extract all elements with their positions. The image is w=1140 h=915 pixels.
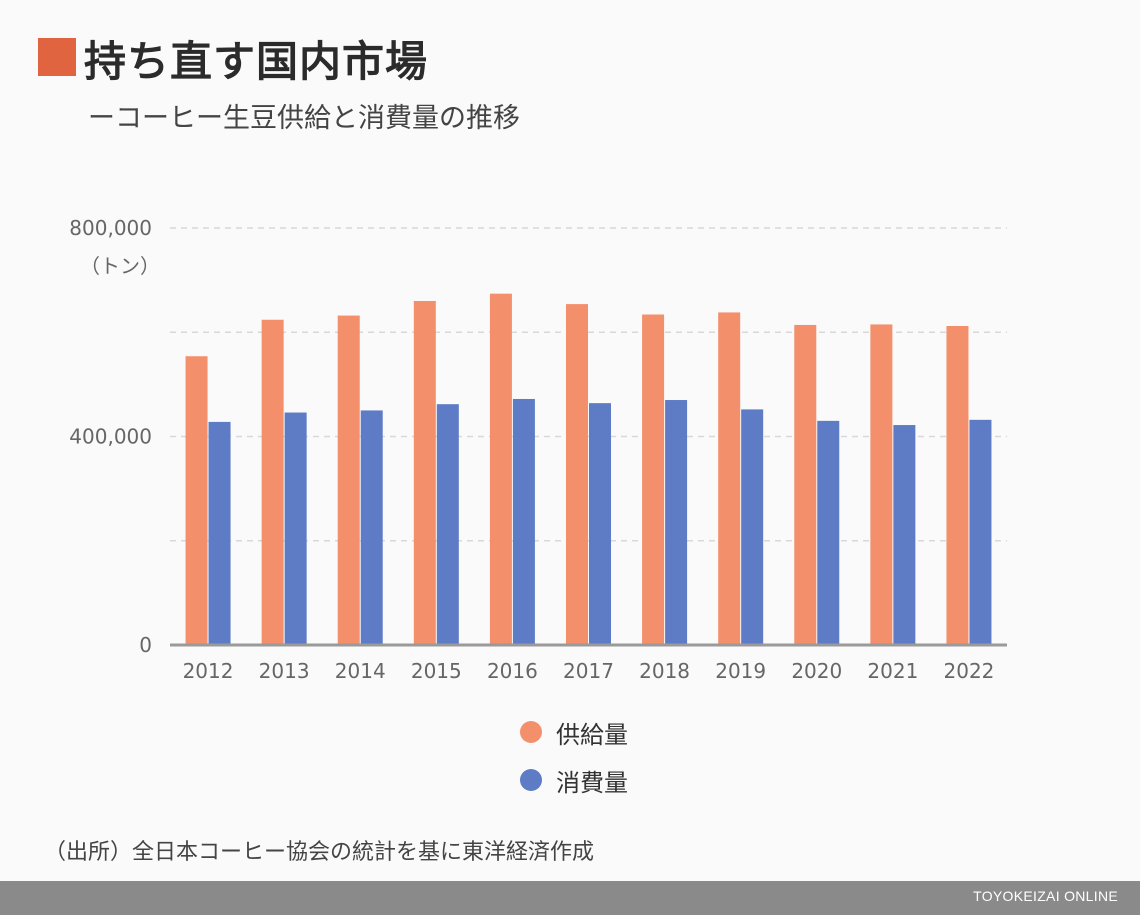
bar-consumption xyxy=(436,404,459,645)
y-tick-label: 400,000 xyxy=(69,425,152,449)
bar-supply xyxy=(870,324,893,645)
x-tick-label: 2012 xyxy=(183,659,234,683)
footer-brand: TOYOKEIZAI ONLINE xyxy=(973,888,1118,904)
bar-consumption xyxy=(969,419,992,645)
bar-consumption xyxy=(665,400,688,645)
x-tick-label: 2016 xyxy=(487,659,538,683)
y-tick-label: 800,000 xyxy=(69,216,152,240)
bar-consumption xyxy=(284,412,307,645)
x-tick-label: 2019 xyxy=(715,659,766,683)
bar-supply xyxy=(413,300,436,645)
bar-supply xyxy=(794,324,817,645)
chart-legend: 供給量 消費量 xyxy=(520,714,628,810)
legend-swatch-supply xyxy=(520,721,542,743)
bar-supply xyxy=(489,293,512,645)
bar-supply xyxy=(566,304,588,645)
bar-supply xyxy=(642,314,665,645)
bar-supply xyxy=(718,312,741,645)
bar-consumption xyxy=(817,420,840,645)
legend-item-supply: 供給量 xyxy=(520,714,628,750)
x-tick-label: 2013 xyxy=(259,659,310,683)
title-marker xyxy=(38,38,76,76)
bar-consumption xyxy=(512,398,535,645)
y-tick-label: 0 xyxy=(139,633,152,657)
bar-consumption xyxy=(741,409,764,645)
chart-subtitle: ーコーヒー生豆供給と消費量の推移 xyxy=(88,103,520,134)
x-tick-label: 2015 xyxy=(411,659,462,683)
y-axis-unit-label: （トン） xyxy=(80,254,160,278)
legend-swatch-consumption xyxy=(520,769,542,791)
bar-consumption xyxy=(893,425,916,645)
x-tick-label: 2014 xyxy=(335,659,386,683)
footer-bar: TOYOKEIZAI ONLINE xyxy=(0,881,1140,915)
bar-supply xyxy=(337,315,360,645)
x-tick-label: 2021 xyxy=(867,659,918,683)
x-tick-label: 2018 xyxy=(639,659,690,683)
bar-consumption xyxy=(589,403,611,645)
bar-supply xyxy=(946,325,969,645)
legend-label-consumption: 消費量 xyxy=(556,768,628,797)
bar-supply xyxy=(185,356,208,645)
x-tick-label: 2017 xyxy=(563,659,614,683)
bar-consumption xyxy=(208,421,231,645)
bar-chart: 0 400,000 800,000 2012 2013 2014 2015 2016 2017 2… xyxy=(69,216,1007,683)
x-tick-label: 2020 xyxy=(791,659,842,683)
x-tick-label: 2022 xyxy=(944,659,995,683)
legend-label-supply: 供給量 xyxy=(556,720,628,749)
chart-title: 持ち直す国内市場 xyxy=(84,37,429,86)
legend-item-consumption: 消費量 xyxy=(520,762,628,798)
source-note: （出所）全日本コーヒー協会の統計を基に東洋経済作成 xyxy=(44,840,595,865)
bar-consumption xyxy=(360,410,383,645)
bar-supply xyxy=(261,319,284,645)
